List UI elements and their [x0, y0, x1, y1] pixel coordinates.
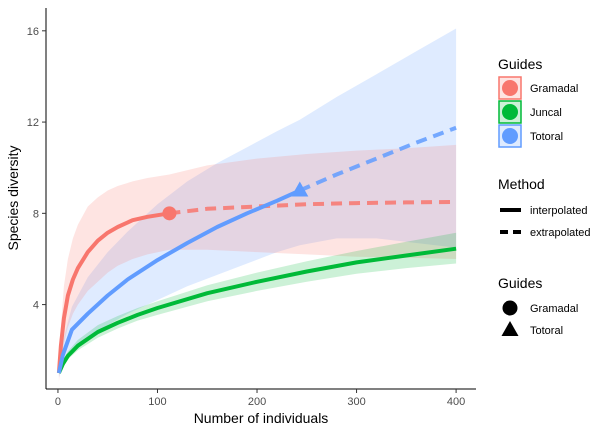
- legend-label-totoral: Totoral: [530, 131, 563, 143]
- legend-shape-title: Guides: [498, 275, 542, 291]
- legend-shape-triangle: [501, 321, 519, 336]
- y-ticks: 4 8 12 16: [27, 26, 46, 312]
- line-interpolated-juncal: [57, 246, 457, 374]
- observed-points: [162, 181, 309, 221]
- point-gramadal: [162, 206, 177, 221]
- ci-band-juncal: [58, 232, 457, 375]
- x-axis-title: Number of individuals: [194, 410, 329, 426]
- legend-shape: Guides Gramadal Totoral: [498, 275, 578, 337]
- x-tick-label: 400: [447, 396, 465, 408]
- line-extrapolated-totoral: [299, 125, 457, 193]
- series-lines: [56, 125, 457, 374]
- legend-label-interpolated: interpolated: [530, 205, 588, 217]
- legend-label-juncal: Juncal: [530, 107, 562, 119]
- x-tick-label: 100: [148, 396, 166, 408]
- legend-dot-gramadal: [502, 80, 518, 96]
- legend-label-gramadal: Gramadal: [530, 83, 578, 95]
- y-tick-label: 12: [27, 117, 39, 129]
- axes: [45, 8, 476, 390]
- y-tick-label: 4: [33, 300, 39, 312]
- x-tick-label: 0: [55, 396, 61, 408]
- point-totoral: [291, 181, 309, 197]
- legend-shape-label-totoral: Totoral: [530, 325, 563, 337]
- legend-method-title: Method: [498, 176, 545, 192]
- y-tick-label: 8: [33, 208, 39, 220]
- line-interpolated-totoral: [56, 188, 301, 374]
- legend-guides: Guides Gramadal Juncal Totoral: [498, 56, 578, 148]
- x-tick-label: 300: [347, 396, 365, 408]
- ci-ribbons: [58, 28, 457, 383]
- ci-band-totoral: [58, 28, 457, 378]
- line-interpolated-gramadal: [56, 211, 170, 374]
- legend-method: Method interpolated extrapolated: [498, 176, 591, 239]
- legend-shape-circle: [502, 300, 518, 316]
- legend-dot-juncal: [502, 104, 518, 120]
- y-axis-title: Species diversity: [5, 145, 21, 250]
- legend-guides-title: Guides: [498, 56, 542, 72]
- legend-dot-totoral: [502, 128, 518, 144]
- line-extrapolated-gramadal: [169, 199, 457, 216]
- x-tick-label: 200: [248, 396, 266, 408]
- legend-shape-label-gramadal: Gramadal: [530, 303, 578, 315]
- y-tick-label: 16: [27, 26, 39, 38]
- x-ticks: 0 100 200 300 400: [55, 389, 465, 408]
- legend-label-extrapolated: extrapolated: [530, 227, 591, 239]
